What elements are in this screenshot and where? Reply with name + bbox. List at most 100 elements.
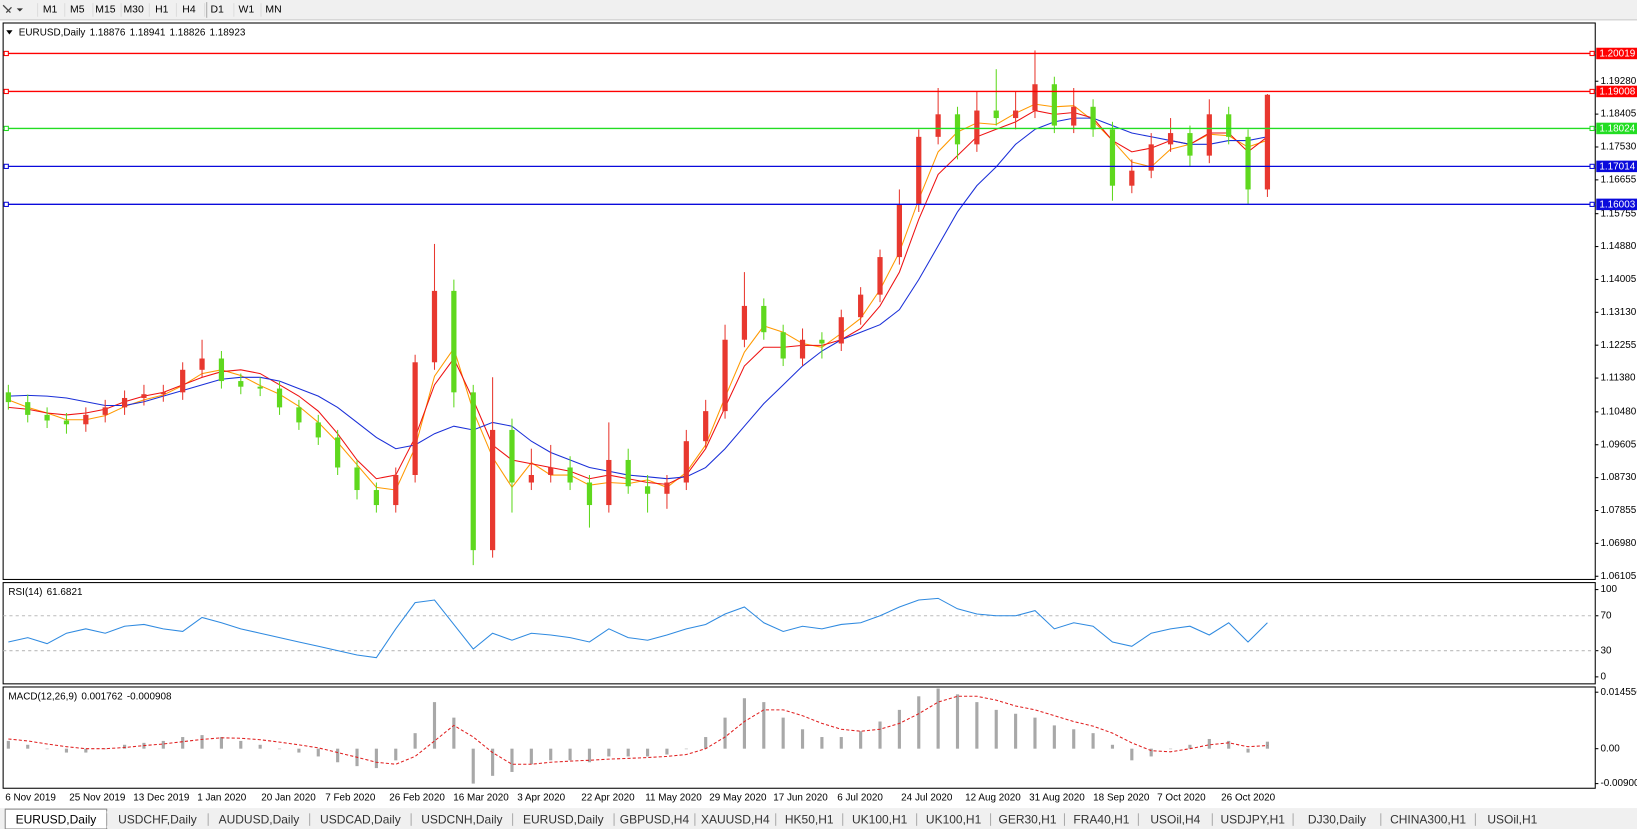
chart-tab-label[interactable]: USDCHF,Daily — [118, 812, 197, 826]
macd-bar — [1265, 741, 1269, 749]
chart-tab-label[interactable]: USOil,H1 — [1487, 812, 1537, 826]
chart-tab[interactable] — [1475, 811, 1550, 828]
macd-bar — [1110, 744, 1115, 749]
chart-tab-label[interactable]: AUDUSD,Daily — [219, 812, 300, 826]
chart-tab[interactable] — [1380, 811, 1476, 828]
x-tick-label: 22 Apr 2020 — [581, 792, 635, 803]
header-toggle[interactable] — [6, 30, 13, 35]
macd-bar — [1227, 740, 1231, 749]
candle-body — [1264, 94, 1271, 190]
timeframe-button[interactable]: MN — [265, 5, 281, 16]
pane-value: 1.18941 — [130, 27, 166, 38]
chart-tab[interactable] — [1212, 811, 1294, 828]
chart-tab[interactable] — [309, 811, 412, 828]
chart-tab-label[interactable]: FRA40,H1 — [1073, 812, 1129, 826]
chart-tab-label[interactable]: GBPUSD,H4 — [620, 812, 690, 826]
macd-bar — [1169, 748, 1173, 750]
level-handle[interactable] — [1589, 201, 1595, 207]
level-handle[interactable] — [1589, 163, 1595, 169]
candle-body — [1206, 114, 1212, 156]
chart-tab[interactable] — [411, 811, 513, 828]
y-tick-label: 30 — [1600, 645, 1612, 656]
macd-bar — [374, 748, 378, 769]
level-handle[interactable] — [1589, 125, 1595, 132]
macd-bar — [568, 748, 572, 761]
tool-dropdown[interactable] — [16, 8, 23, 12]
chart-tab-label[interactable]: HK50,H1 — [785, 812, 834, 826]
x-tick-label: 12 Aug 2020 — [965, 792, 1021, 803]
chart-tab-label[interactable]: USDCNH,Daily — [421, 812, 502, 826]
candle-body — [1245, 136, 1251, 190]
timeframe-button[interactable]: D1 — [210, 5, 224, 16]
timeframe-button[interactable]: H4 — [182, 5, 196, 16]
chart-tab-label[interactable]: EURUSD,Daily — [523, 812, 604, 826]
chart-tab[interactable] — [694, 811, 776, 828]
y-tick-label: 1.06105 — [1600, 571, 1636, 582]
level-label: 1.19008 — [1599, 87, 1635, 98]
pane-value: -0.000908 — [127, 691, 172, 702]
chart-tab-label[interactable]: XAUUSD,H4 — [701, 812, 770, 826]
x-tick-label: 24 Jul 2020 — [901, 792, 953, 803]
chart-tab-label[interactable]: USDCAD,Daily — [320, 812, 401, 826]
chart-tab-label[interactable]: EURUSD,Daily — [16, 812, 97, 826]
chart-tab[interactable] — [614, 811, 695, 828]
macd-bar — [626, 748, 630, 757]
tool-icon[interactable] — [2, 4, 12, 14]
timeframe-button[interactable]: M15 — [95, 5, 115, 16]
level-handle[interactable] — [1589, 50, 1595, 57]
moving-average — [8, 117, 1268, 480]
y-tick-label: 1.12255 — [1600, 340, 1636, 351]
macd-bar — [1052, 725, 1056, 749]
toolbar — [0, 0, 1637, 20]
chart-tab-label[interactable]: UK100,H1 — [926, 812, 982, 826]
macd-bar — [665, 748, 669, 755]
timeframe-button[interactable]: M1 — [43, 5, 58, 16]
macd-bar — [955, 694, 960, 749]
timeframe-button[interactable]: H1 — [155, 5, 169, 16]
timeframe-button[interactable]: W1 — [239, 5, 255, 16]
y-tick-label: 0 — [1600, 671, 1606, 682]
chart-tab[interactable] — [842, 811, 917, 828]
y-tick-label: 100 — [1600, 584, 1617, 595]
y-tick-label: -0.00900 — [1600, 778, 1637, 789]
chart-tab[interactable] — [1293, 811, 1381, 828]
y-tick-label: 0.014556 — [1600, 687, 1637, 698]
chart-tab-label[interactable]: GER30,H1 — [998, 812, 1056, 826]
chart-tab[interactable] — [512, 811, 615, 828]
pane-frame — [2, 686, 1596, 789]
chart-tab[interactable] — [106, 811, 209, 828]
chart-tab-label[interactable]: UK100,H1 — [852, 812, 908, 826]
chart-tab[interactable] — [1138, 811, 1213, 828]
chart-tab[interactable] — [1064, 811, 1139, 828]
chart-tab[interactable] — [916, 811, 991, 828]
chart-tab-label[interactable]: CHINA300,H1 — [1390, 812, 1466, 826]
level-tag — [1596, 47, 1637, 60]
candle-body — [1012, 110, 1019, 119]
candle-body — [683, 441, 689, 483]
timeframe-button[interactable]: M5 — [70, 5, 85, 16]
macd-bar — [587, 748, 592, 763]
chart-tab-label[interactable]: USDJPY,H1 — [1220, 812, 1285, 826]
level-handle[interactable] — [3, 163, 9, 169]
macd-bar — [704, 737, 708, 749]
level-handle[interactable] — [3, 201, 9, 207]
pane-title: RSI(14) — [8, 587, 42, 598]
chart-tab[interactable] — [775, 811, 843, 828]
level-handle[interactable] — [1589, 88, 1595, 95]
level-handle[interactable] — [3, 88, 9, 95]
timeframe-button[interactable]: M30 — [123, 5, 143, 16]
chart-tab-label[interactable]: DJ30,Daily — [1308, 812, 1366, 826]
level-tag — [1596, 160, 1637, 173]
candle-body — [1071, 106, 1077, 126]
candle-body — [160, 392, 166, 395]
chart-tab[interactable] — [208, 811, 310, 828]
chart-tab-label[interactable]: USOil,H4 — [1150, 812, 1200, 826]
candle-body — [838, 317, 844, 344]
chart-tab[interactable] — [990, 811, 1065, 828]
y-tick-label: 1.09605 — [1600, 439, 1636, 450]
macd-bar — [839, 737, 843, 749]
y-tick-label: 70 — [1600, 610, 1612, 621]
level-handle[interactable] — [3, 125, 9, 132]
level-handle[interactable] — [3, 50, 9, 57]
